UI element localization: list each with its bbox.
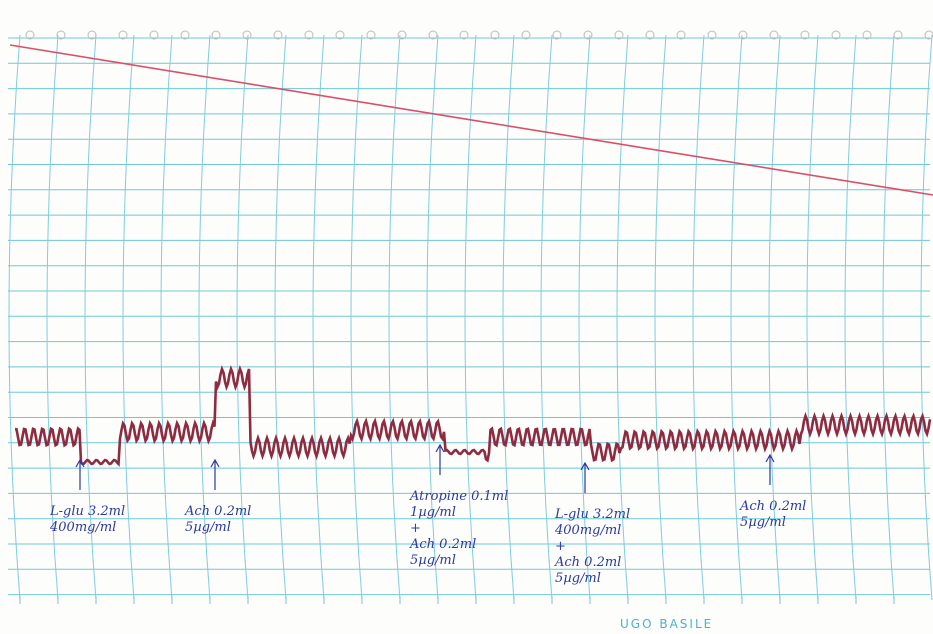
- annotation-line: +: [555, 539, 566, 554]
- annotation-line: 5µg/ml: [740, 515, 786, 530]
- recording-paper: L-glu 3.2ml400mg/mlAch 0.2ml5µg/mlAtropi…: [0, 0, 933, 634]
- annotation-line: 1µg/ml: [410, 505, 456, 520]
- annotation-line: 5µg/ml: [185, 520, 231, 535]
- annotation-line: Ach 0.2ml: [739, 499, 806, 514]
- annotation-line: 400mg/ml: [49, 520, 116, 535]
- annotation-line: 400mg/ml: [554, 523, 621, 538]
- annotation-line: Ach 0.2ml: [554, 555, 621, 570]
- annotation-line: 5µg/ml: [555, 571, 601, 586]
- annotation-line: Atropine 0.1ml: [409, 489, 508, 504]
- annotation-line: L-glu 3.2ml: [554, 507, 630, 522]
- brand-label: UGO BASILE: [620, 617, 713, 631]
- annotation-line: Ach 0.2ml: [184, 504, 251, 519]
- annotation-line: Ach 0.2ml: [409, 537, 476, 552]
- annotation-line: +: [410, 521, 421, 536]
- annotation-line: L-glu 3.2ml: [49, 504, 125, 519]
- annotation-line: 5µg/ml: [410, 553, 456, 568]
